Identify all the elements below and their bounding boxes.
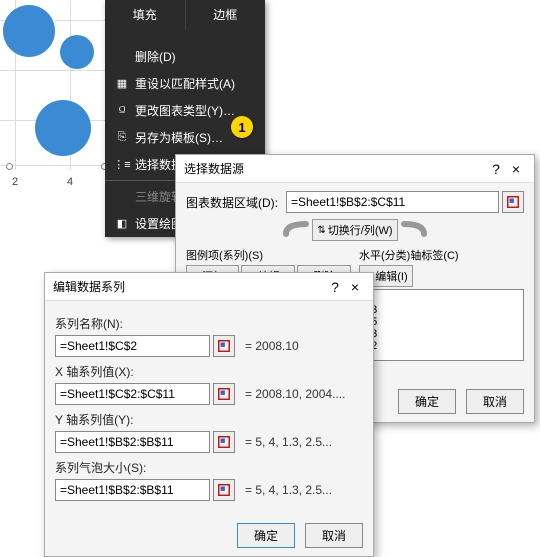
bubble-point[interactable] <box>35 100 91 156</box>
range-picker-button[interactable] <box>502 191 524 213</box>
chart-data-range-label: 图表数据区域(D): <box>186 194 286 211</box>
dialog-title: 编辑数据系列 <box>53 278 125 295</box>
arrow-right-icon <box>398 220 434 240</box>
x-values-preview: = 2008.10, 2004.... <box>245 387 345 401</box>
series-name-preview: = 2008.10 <box>245 339 299 353</box>
ctx-reset-style[interactable]: ▦重设以匹配样式(A) <box>105 70 265 97</box>
bubble-size-preview: = 5, 4, 1.3, 2.5... <box>245 483 332 497</box>
axis-item[interactable]: 2.5 <box>362 316 521 328</box>
chart-data-range-input[interactable] <box>286 191 499 213</box>
chart-type-icon: ⫑ <box>113 104 131 117</box>
y-values-label: Y 轴系列值(Y): <box>55 411 363 428</box>
ok-button[interactable]: 确定 <box>237 523 295 548</box>
close-button[interactable]: × <box>345 279 365 295</box>
axis-item[interactable]: 1.3 <box>362 304 521 316</box>
help-button[interactable]: ? <box>486 161 506 177</box>
bubble-point[interactable] <box>3 5 55 57</box>
y-values-preview: = 5, 4, 1.3, 2.5... <box>245 435 332 449</box>
selection-handle[interactable] <box>6 163 13 170</box>
range-picker-button[interactable] <box>213 431 235 453</box>
format-icon: ◧ <box>113 217 131 230</box>
range-picker-button[interactable] <box>213 335 235 357</box>
range-picker-button[interactable] <box>213 383 235 405</box>
axis-item[interactable]: 1.2 <box>362 340 521 352</box>
axis-listbox[interactable]: 4 1.3 2.5 1.3 1.2 <box>359 289 524 361</box>
dialog-edit-series: 编辑数据系列 ? × 系列名称(N): = 2008.10 X 轴系列值(X):… <box>44 272 374 557</box>
range-picker-button[interactable] <box>213 479 235 501</box>
bubble-size-input[interactable] <box>55 479 210 501</box>
ok-button[interactable]: 确定 <box>398 389 456 414</box>
close-button[interactable]: × <box>506 161 526 177</box>
series-name-label: 系列名称(N): <box>55 315 363 332</box>
template-icon: ⎘ <box>113 131 131 144</box>
axis-item[interactable]: 4 <box>362 292 521 304</box>
select-data-icon: ⋮≡ <box>113 158 131 171</box>
x-values-label: X 轴系列值(X): <box>55 363 363 380</box>
dialog-title: 选择数据源 <box>184 160 244 177</box>
help-button[interactable]: ? <box>325 279 345 295</box>
ctx-tab-fill[interactable]: 填充 <box>105 0 186 29</box>
series-name-input[interactable] <box>55 335 210 357</box>
cancel-button[interactable]: 取消 <box>466 389 524 414</box>
ctx-tab-border[interactable]: 边框 <box>186 0 266 29</box>
x-values-input[interactable] <box>55 383 210 405</box>
y-values-input[interactable] <box>55 431 210 453</box>
reset-icon: ▦ <box>113 77 131 90</box>
x-tick: 2 <box>12 176 18 188</box>
ctx-delete[interactable]: 删除(D) <box>105 43 265 70</box>
cancel-button[interactable]: 取消 <box>305 523 363 548</box>
axis-item[interactable]: 1.3 <box>362 328 521 340</box>
callout-1: 1 <box>231 116 253 138</box>
switch-row-col-button[interactable]: ⇅切换行/列(W) <box>312 219 397 241</box>
x-tick: 4 <box>67 176 73 188</box>
bubble-size-label: 系列气泡大小(S): <box>55 459 363 476</box>
legend-entries-label: 图例项(系列)(S) <box>186 247 351 263</box>
axis-labels-label: 水平(分类)轴标签(C) <box>359 247 524 263</box>
arrow-left-icon <box>276 220 312 240</box>
bubble-point[interactable] <box>60 35 94 69</box>
